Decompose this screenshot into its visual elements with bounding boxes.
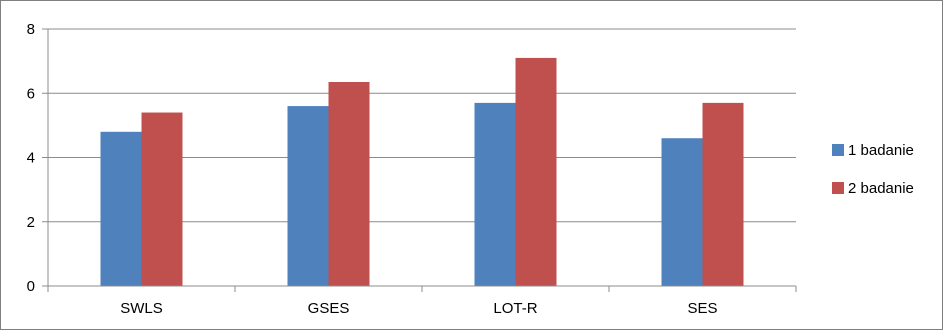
bar-2: [515, 57, 557, 286]
x-tick-label: SES: [687, 300, 717, 317]
legend-swatch-2: [832, 182, 844, 194]
x-tick-label: GSES: [308, 300, 350, 317]
legend-label-1: 1 badanie: [848, 142, 914, 159]
x-tick-label: LOT-R: [493, 300, 537, 317]
y-tick-label: 8: [27, 21, 35, 38]
bar-1: [287, 106, 329, 286]
bar-2: [141, 112, 183, 287]
legend-swatch-1: [832, 144, 844, 156]
y-tick-label: 6: [27, 85, 35, 102]
legend-label-2: 2 badanie: [848, 180, 914, 197]
y-tick-label: 0: [27, 278, 35, 295]
x-tick-label: SWLS: [120, 300, 163, 317]
legend: 1 badanie 2 badanie: [832, 142, 914, 197]
y-tick-label: 4: [27, 150, 35, 167]
bar-1: [661, 138, 703, 286]
bar-2: [702, 102, 744, 286]
bar-1: [100, 131, 142, 286]
y-axis: 0 2 4 6 8: [27, 21, 49, 295]
y-tick-label: 2: [27, 214, 35, 231]
bar-1: [474, 102, 516, 286]
bars: [100, 57, 744, 287]
x-axis: SWLS GSES LOT-R SES: [47, 285, 797, 317]
bar-2: [328, 82, 370, 286]
